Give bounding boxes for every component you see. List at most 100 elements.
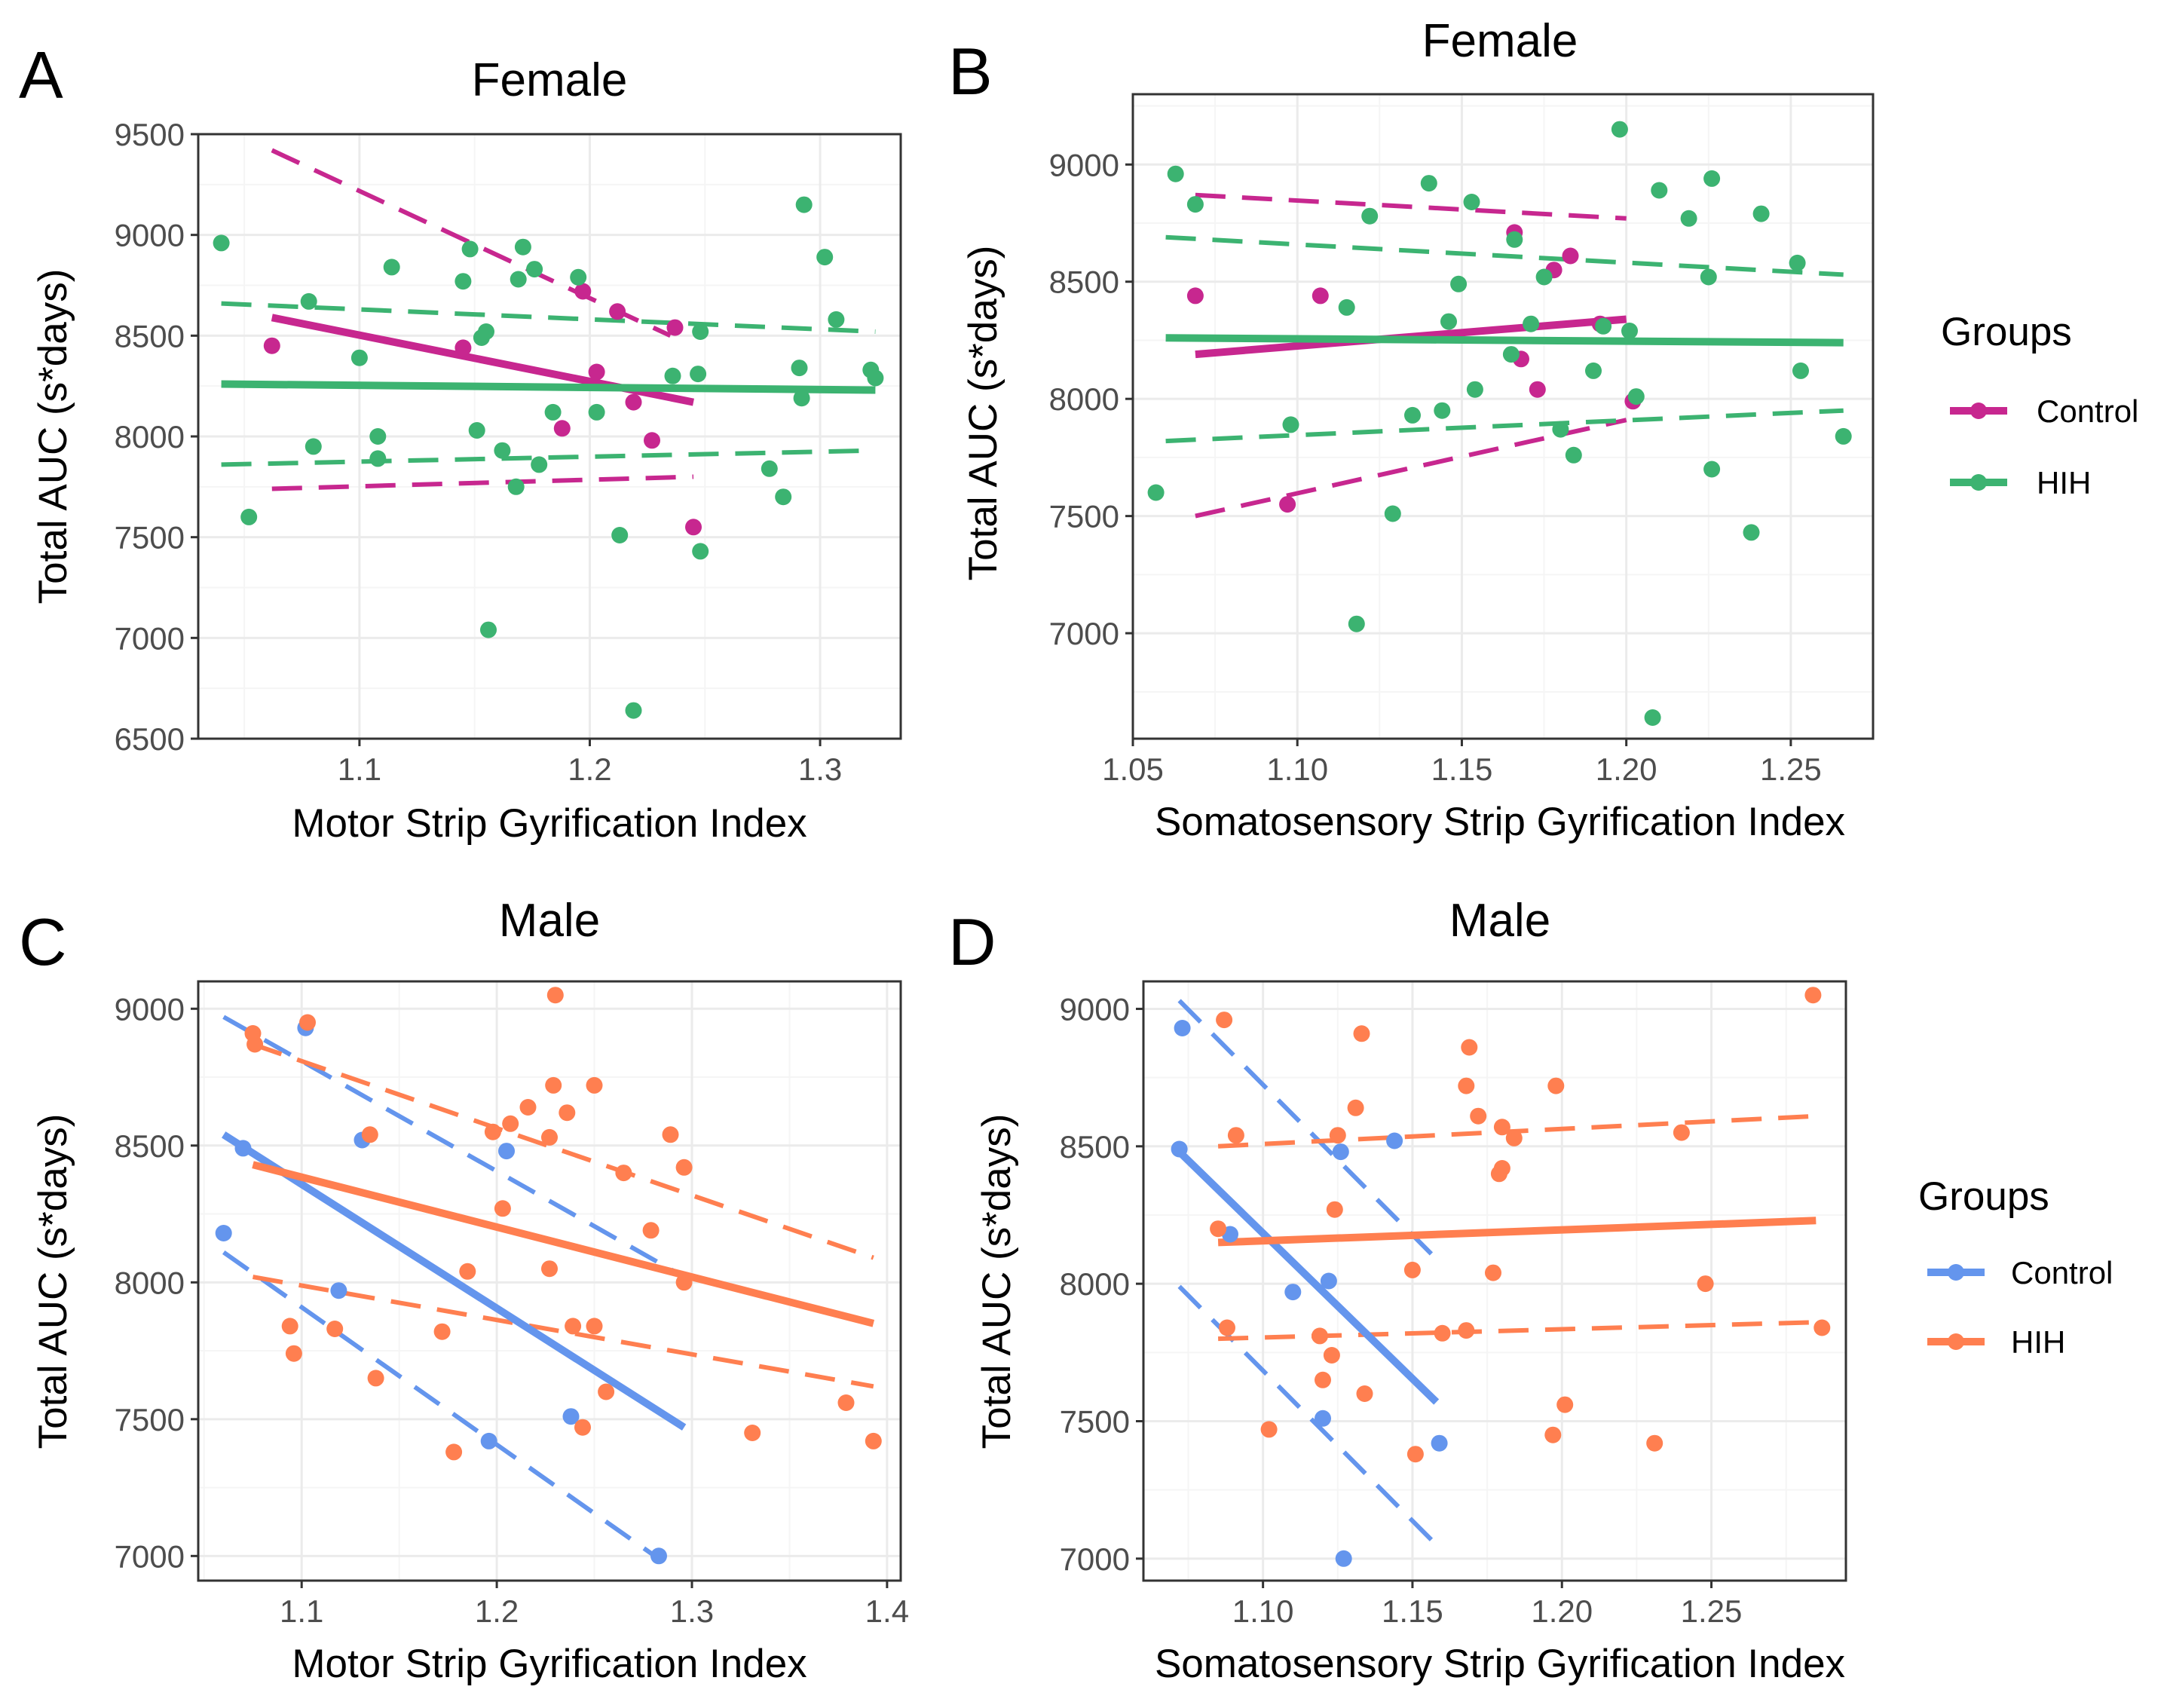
hih-data-point [494,1200,511,1217]
control-data-point [455,339,472,357]
hih-data-point [559,1104,576,1122]
hih-data-point [541,1260,558,1278]
hih-data-point [867,369,884,387]
hih-data-point [246,1036,264,1053]
hih-data-point [433,1323,451,1340]
control-ci-upper-line [271,148,672,338]
hih-data-point [484,1123,501,1140]
panel-b-x-ticks: 1.05 1.10 1.15 1.20 1.25 [1102,739,1822,787]
hih-data-point [1621,323,1638,339]
x-tick-label: 1.1 [338,751,381,787]
control-data-point [644,432,660,449]
hih-fit-line [221,380,876,394]
hih-data-point [828,311,845,328]
hih-data-point [1673,1124,1690,1141]
hih-data-point [1361,207,1379,225]
x-tick-label: 1.25 [1681,1593,1743,1629]
x-tick-label: 1.2 [568,751,611,787]
hih-data-point [285,1345,302,1362]
panel-d-fit-lines [1177,1149,1817,1405]
hih-data-point [510,271,527,288]
legend-female: Groups Control HIH [1941,310,2138,500]
hih-data-point [1458,1322,1475,1339]
panel-d-points [1171,987,1831,1567]
control-data-point [1312,287,1329,305]
control-data-point [1279,496,1296,513]
hih-data-point [1312,1327,1328,1345]
hih-data-point [574,1419,591,1436]
hih-data-point [326,1321,344,1337]
hih-data-point [1404,406,1421,424]
hih-data-point [1535,268,1553,286]
x-tick-label: 1.4 [865,1593,909,1629]
y-tick-label: 8000 [115,1265,185,1300]
hih-data-point [615,1165,632,1182]
control-ci-lower-line [222,1250,660,1561]
hih-data-point [816,249,834,266]
panel-c-points [215,987,882,1565]
panel-b-background [1133,94,1873,739]
hih-data-point [213,234,230,252]
hih-data-point [692,323,709,340]
hih-data-point [494,442,511,459]
hih-data-point [642,1222,660,1239]
hih-data-point [1434,402,1451,419]
control-fit-line [222,1131,687,1431]
x-tick-label: 1.20 [1596,751,1657,787]
panel-a-x-axis-title: Motor Strip Gyrification Index [292,801,807,846]
hih-data-point [795,196,813,213]
panel-b-y-ticks: 7000 7500 8000 8500 9000 [1049,147,1133,651]
panel-a-title: Female [472,54,628,106]
hih-data-point [1646,1434,1664,1452]
hih-data-point [761,460,778,477]
panel-d-x-ticks: 1.10 1.15 1.20 1.25 [1232,1581,1743,1629]
hih-data-point [1315,1371,1331,1388]
hih-data-point [744,1425,761,1441]
hih-data-point [519,1099,537,1116]
y-tick-label: 9000 [115,991,185,1027]
hih-ci-lower-line [1165,408,1844,444]
x-tick-label: 1.25 [1760,751,1822,787]
hih-data-point [1463,194,1480,210]
hih-data-point [1216,1012,1233,1029]
y-tick-label: 9000 [1060,991,1130,1027]
y-tick-label: 7000 [115,620,185,656]
hih-data-point [299,1014,316,1031]
hih-ci-upper-line [1165,234,1844,277]
hih-data-point [1353,1025,1370,1042]
panel-letter-d: D [948,905,996,979]
control-ci-upper-line [222,1015,686,1279]
panel-d: 7000 7500 8000 8500 9000 1.10 1.15 1.20 1.25 Ma… [975,895,1847,1686]
control-data-point [480,1432,497,1449]
hih-data-point [1470,1107,1487,1125]
control-data-point [1332,1143,1349,1161]
control-data-point [685,519,702,536]
hih-data-point [461,240,479,258]
hih-data-point [1260,1421,1278,1438]
legend-female-control-marker [1970,403,1987,419]
hih-data-point [1384,505,1401,522]
hih-data-point [1697,1275,1714,1293]
hih-data-point [1323,1347,1340,1364]
hih-data-point [1547,1077,1565,1094]
hih-data-point [586,1318,603,1335]
legend-female-title: Groups [1941,310,2072,354]
hih-data-point [544,403,562,421]
panel-b-fit-lines [1165,315,1844,359]
panel-b-ci-lines [1165,192,1844,519]
control-data-point [625,393,642,411]
panel-a-y-axis-title: Total AUC (s*days) [31,269,75,605]
hih-data-point [531,456,548,473]
hih-data-point [1552,421,1569,438]
hih-data-point [598,1383,615,1400]
y-tick-label: 7500 [115,1402,185,1437]
hih-data-point [625,702,642,719]
hih-data-point [1506,231,1523,248]
hih-data-point [369,450,387,467]
legend-male-hih-label: HIH [2011,1324,2065,1360]
panel-c-ci-lines [222,1015,874,1561]
hih-data-point [1523,315,1540,332]
panel-a-ci-lines [221,148,876,491]
hih-data-point [570,268,587,286]
hih-data-point [1493,1119,1510,1136]
